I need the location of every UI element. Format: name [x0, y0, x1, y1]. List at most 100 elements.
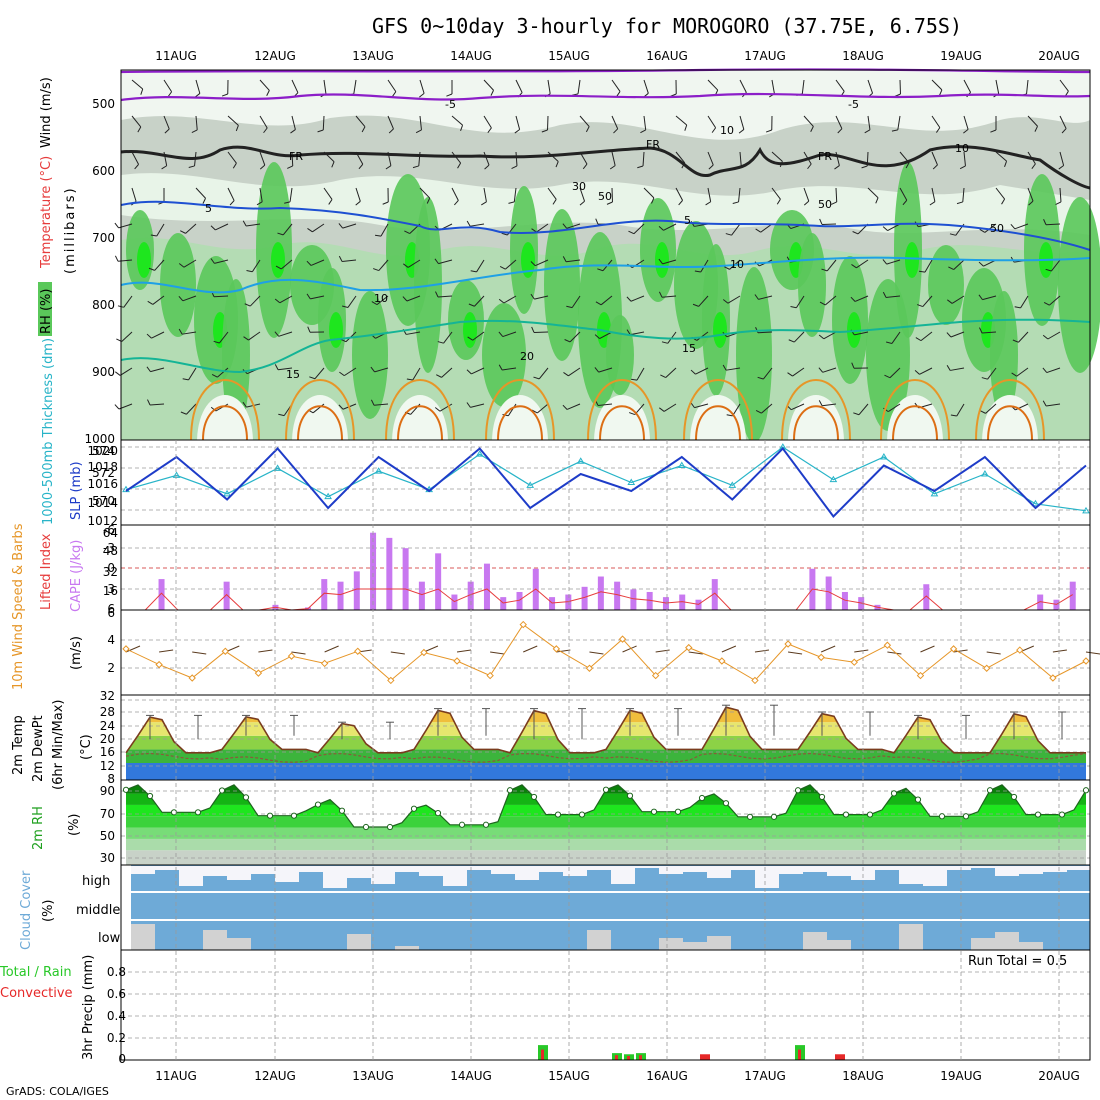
- axis-tick-label: -3: [103, 541, 115, 555]
- wind-barb-flag: [277, 232, 284, 236]
- wind-barb-flag: [1034, 126, 1038, 132]
- wind-barb-flag: [606, 201, 613, 205]
- wind-barb: [694, 403, 709, 409]
- cloud-high-bar: [1043, 866, 1067, 872]
- thickness-marker: [475, 450, 484, 457]
- cloud-low-bar: [827, 940, 851, 950]
- wind-barb-flag: [191, 129, 198, 134]
- wind-barb: [387, 115, 394, 130]
- wind-barb: [1059, 151, 1065, 166]
- wind-barb-flag: [498, 364, 503, 371]
- wind-barb: [922, 295, 933, 307]
- wind-barb: [643, 115, 647, 130]
- wind-barb: [707, 115, 717, 129]
- wind-barb: [195, 79, 201, 94]
- rh-bright-blob: [655, 242, 669, 278]
- cloud-high-bar: [275, 866, 299, 882]
- wind10m-unit: (m/s): [69, 636, 84, 670]
- wind-barb: [1047, 331, 1061, 340]
- wind-barb-flag: [787, 372, 793, 377]
- lifted-index-label: Lifted Index: [39, 533, 54, 610]
- axis-tick-label: 6: [107, 602, 115, 616]
- wind-barb-flag: [274, 298, 281, 304]
- wind-barb-flag: [630, 378, 638, 381]
- wind-barb-flag: [1028, 200, 1034, 206]
- rh-marker: [794, 787, 802, 794]
- cloud-high-bar: [611, 866, 635, 884]
- wind-barb: [289, 187, 293, 202]
- precip-conv-bar: [627, 1055, 630, 1060]
- axis-tick-label: 50: [100, 829, 115, 843]
- wind-barb: [919, 367, 933, 375]
- wind-barb-flag: [246, 270, 253, 273]
- wind-barb: [119, 367, 133, 376]
- top-date-label: 20AUG: [1038, 49, 1080, 63]
- wind-barb: [227, 187, 235, 201]
- wind-barb-flag: [434, 407, 441, 412]
- wind-barb-flag: [864, 129, 871, 134]
- bottom-date-label: 17AUG: [744, 1069, 786, 1083]
- rh-marker: [698, 794, 706, 802]
- cloud-low-bar: [347, 934, 371, 950]
- wind-barb: [419, 187, 431, 199]
- wind-barb: [1046, 403, 1061, 407]
- wind-barb: [259, 79, 270, 91]
- wind-barb: [760, 223, 773, 233]
- wind-barb: [1059, 79, 1069, 92]
- cloud-panel: [120, 864, 1091, 951]
- thickness-marker: [576, 457, 585, 464]
- cloud-high-bar: [731, 866, 755, 870]
- wind10m-barb: [258, 649, 273, 653]
- wind-marker: [916, 671, 925, 680]
- wind-barb-flag: [259, 164, 266, 170]
- rh-band: [126, 816, 1086, 828]
- wind-barb: [824, 295, 837, 306]
- wind-barb-flag: [161, 165, 167, 170]
- wind-barb-flag: [415, 129, 422, 134]
- rh-axis-ticks: 90 70 50 30: [100, 784, 115, 865]
- wind10m-barb: [523, 645, 538, 653]
- wind-barb: [483, 151, 490, 166]
- wind-barb: [538, 367, 549, 380]
- wind-barb: [536, 223, 549, 233]
- wind-barb: [571, 295, 581, 308]
- wind-barb: [374, 367, 389, 373]
- wind-barb: [441, 367, 453, 378]
- wind-barb: [536, 403, 549, 414]
- rh-green-blob: [928, 245, 964, 325]
- wind10m-barb: [920, 645, 935, 653]
- wind10m-barb: [589, 651, 604, 655]
- wind-barb: [246, 223, 261, 227]
- wind-barb-flag: [690, 369, 696, 375]
- wind-barb-flag: [484, 164, 490, 170]
- wind-barb: [803, 115, 814, 127]
- rh-bright-blob: [271, 242, 285, 278]
- wind-marker: [254, 669, 263, 677]
- cloud-low-bar: [683, 942, 707, 950]
- wind-barb-flag: [317, 129, 324, 133]
- wind-marker: [552, 645, 561, 653]
- wind-barb-flag: [628, 412, 635, 416]
- cape-bar: [549, 597, 556, 610]
- wind-barb: [867, 79, 874, 94]
- wind-barb-flag: [705, 201, 711, 206]
- cloud-high-bar: [635, 866, 659, 868]
- wind-barb: [675, 151, 686, 164]
- wind-barb: [566, 223, 581, 229]
- wind-barb-flag: [831, 201, 837, 205]
- wind-barb-flag: [372, 268, 379, 272]
- wind-marker: [188, 674, 196, 682]
- top-date-label: 11AUG: [155, 49, 197, 63]
- wind-marker: [751, 676, 759, 685]
- wind-barb-flag: [382, 201, 389, 205]
- slp-axis-ticks: 574 572 570 1020 1018 1016 1014 1012: [87, 444, 118, 528]
- rh-marker: [962, 813, 970, 820]
- axis-tick-label: 12: [100, 759, 115, 773]
- wind-barb: [150, 367, 165, 373]
- wind-barb-flag: [732, 201, 739, 204]
- wind-marker: [122, 645, 130, 653]
- wind-barb-flag: [613, 128, 619, 134]
- wind-barb-flag: [850, 296, 856, 302]
- top-date-label: 14AUG: [450, 49, 492, 63]
- wind-axis-ticks: 6 4 2: [107, 606, 115, 675]
